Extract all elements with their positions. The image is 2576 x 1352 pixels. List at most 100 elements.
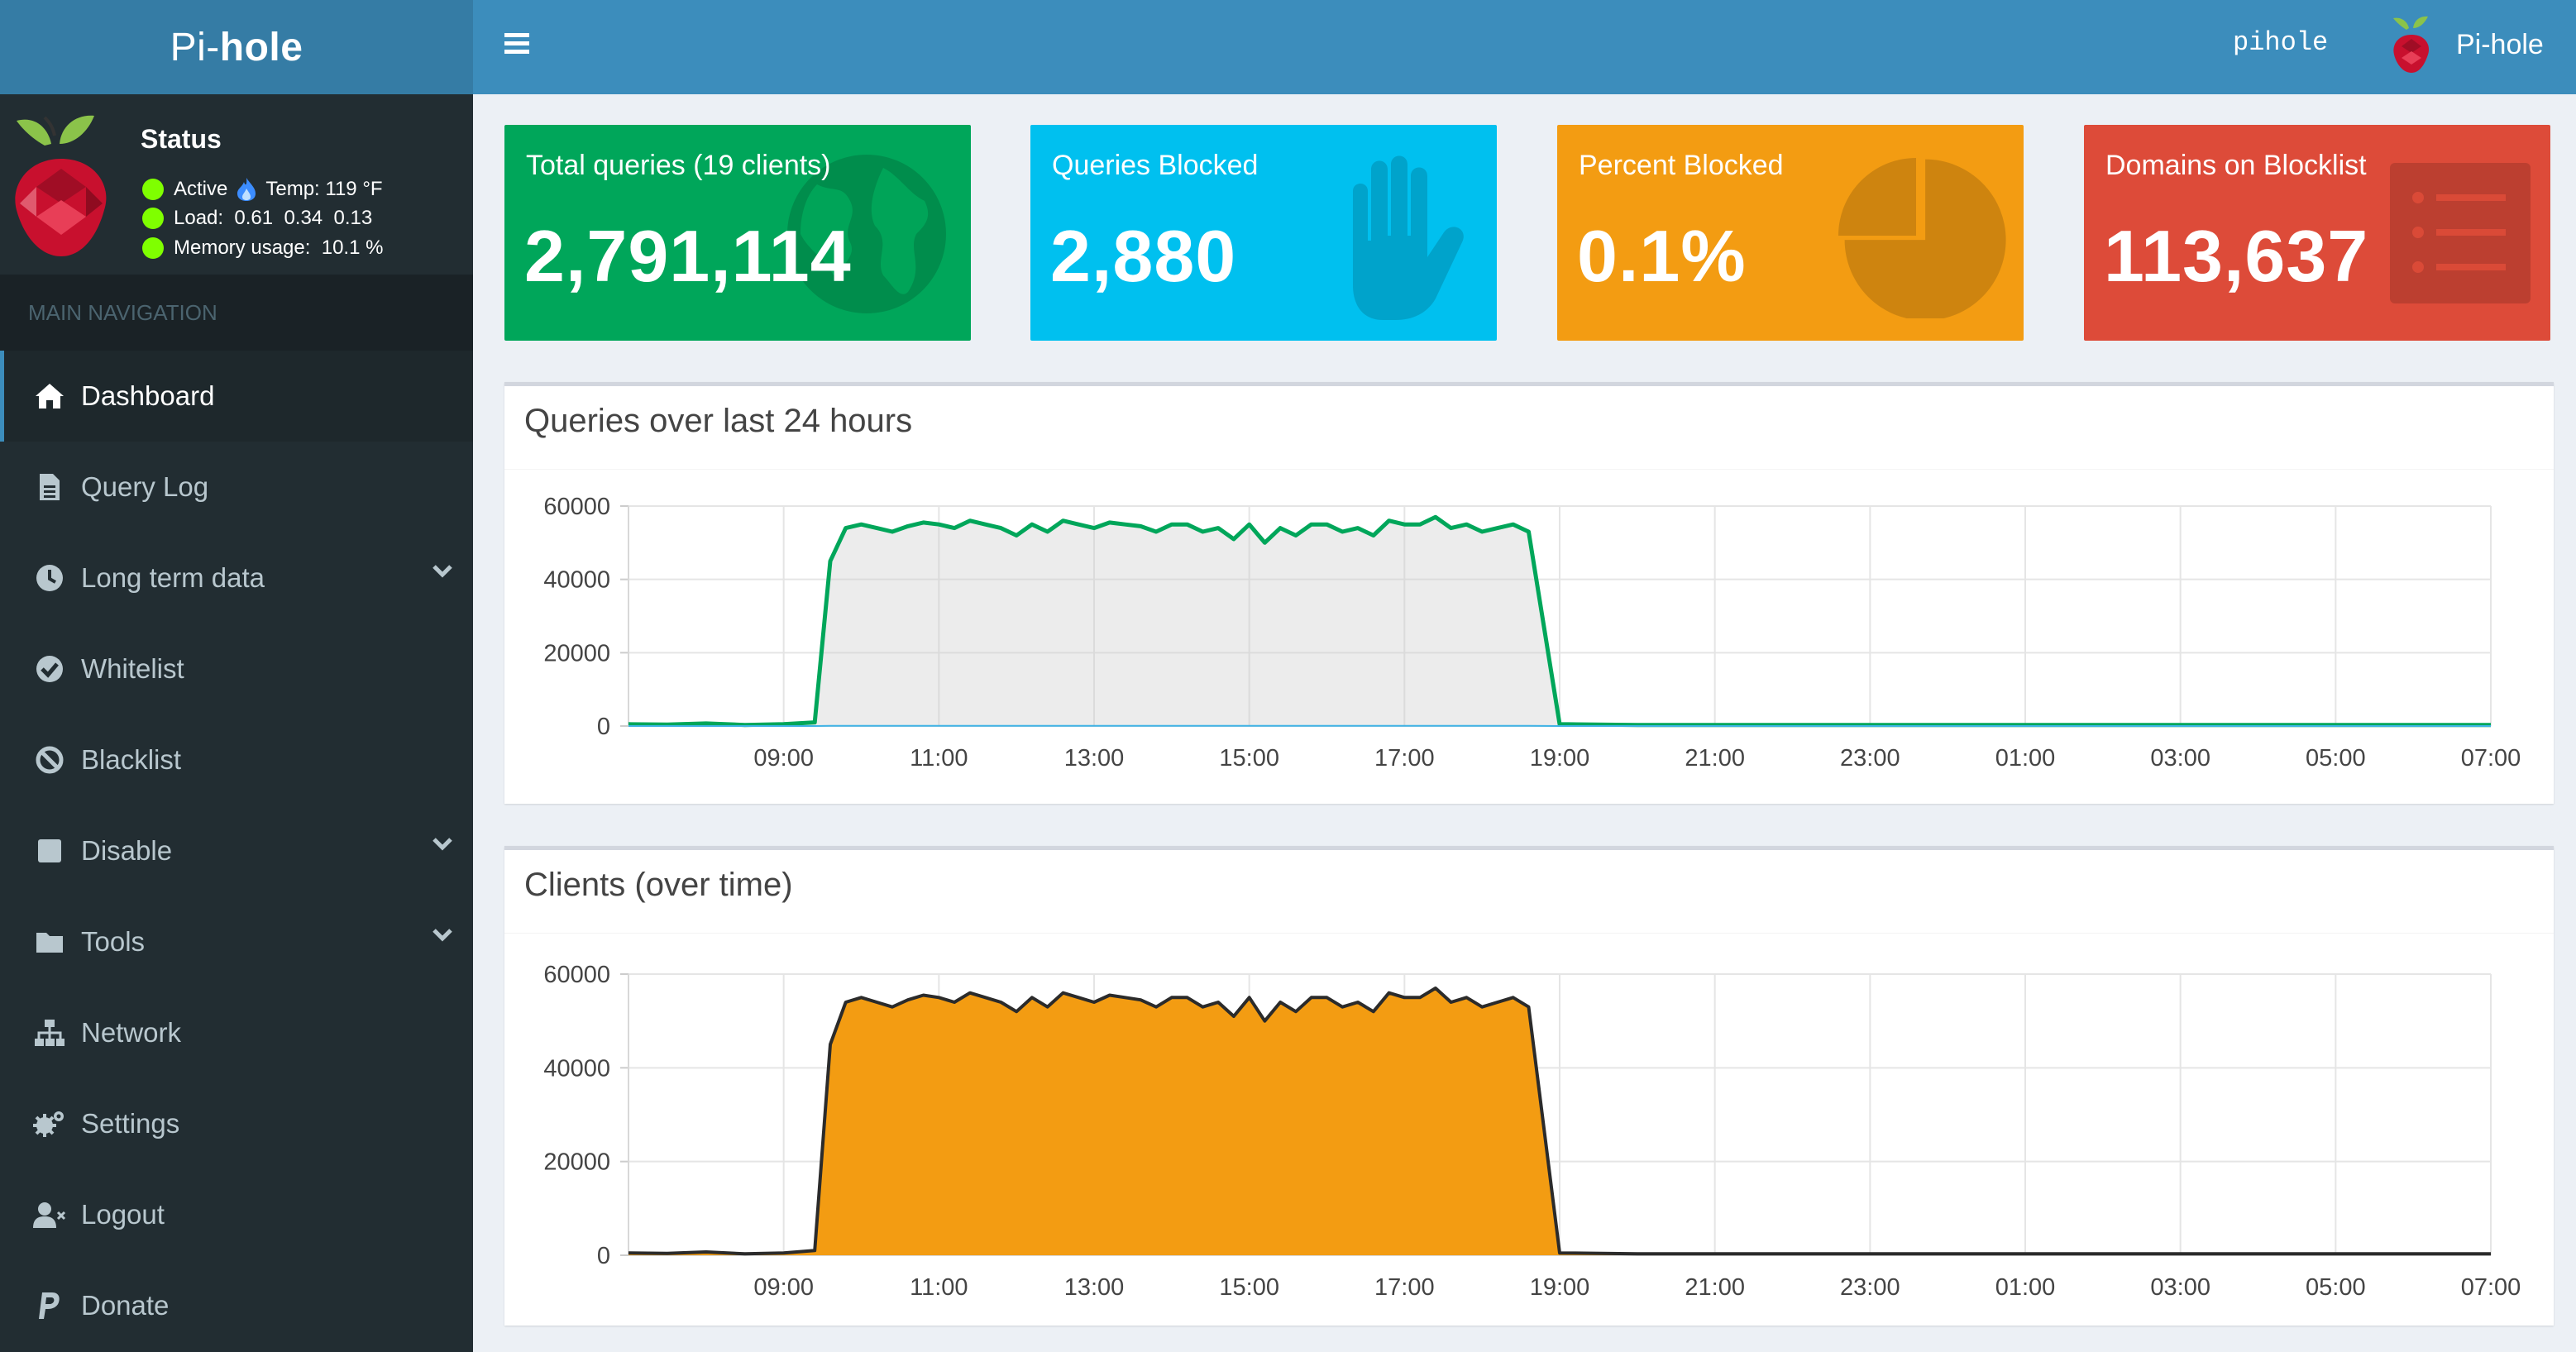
nav-label: Settings [81, 1108, 180, 1139]
clock-icon [33, 561, 66, 595]
hand-icon [1353, 155, 1464, 320]
x-tick-label: 19:00 [1530, 1274, 1590, 1301]
fire-icon [237, 178, 256, 201]
nav-whitelist[interactable]: Whitelist [0, 623, 473, 714]
status-panel: Status Active Temp: 119 °F Load: 0.61 0.… [0, 94, 473, 275]
cogs-icon [33, 1107, 66, 1140]
stat-domains-on-blocklist: Domains on Blocklist 113,637 [2084, 125, 2550, 341]
nav-logout[interactable]: Logout [0, 1169, 473, 1260]
paypal-icon [33, 1289, 66, 1322]
stat-total-queries: Total queries (19 clients) 2,791,114 [504, 125, 971, 341]
stat-value: 0.1% [1577, 215, 1747, 297]
stat-label: Total queries (19 clients) [526, 150, 831, 181]
status-active-row: Active Temp: 119 °F [142, 177, 383, 202]
chevron-down-icon [433, 565, 452, 578]
globe-icon [787, 155, 946, 313]
chart-title: Clients (over time) [524, 867, 793, 903]
nav-disable[interactable]: Disable [0, 805, 473, 896]
y-tick-label: 40000 [543, 1055, 610, 1082]
x-tick-label: 15:00 [1219, 745, 1279, 772]
chevron-down-icon [433, 838, 452, 851]
series-area [628, 988, 2491, 1255]
status-title: Status [141, 124, 222, 154]
x-tick-label: 19:00 [1530, 745, 1590, 772]
series-line [628, 987, 2491, 1256]
queries-over-time-chart[interactable]: 0 20000 40000 60000 09:00 11:00 13:00 15:00 17:0… [504, 386, 2554, 804]
x-tick-label: 07:00 [2461, 745, 2521, 772]
x-tick-label: 13:00 [1064, 745, 1125, 772]
memory-dot-icon [142, 237, 164, 259]
nav-query-log[interactable]: Query Log [0, 442, 473, 533]
nav-dashboard[interactable]: Dashboard [0, 351, 473, 442]
nav-settings[interactable]: Settings [0, 1078, 473, 1169]
y-tick-label: 60000 [543, 494, 610, 520]
y-tick-label: 60000 [543, 962, 610, 988]
chevron-down-icon [433, 929, 452, 942]
y-tick-label: 20000 [543, 640, 610, 666]
ban-icon [33, 743, 66, 776]
series-line [628, 514, 2491, 728]
x-tick-label: 09:00 [753, 1274, 814, 1301]
stat-percent-blocked: Percent Blocked 0.1% [1557, 125, 2024, 341]
stat-value: 113,637 [2104, 215, 2369, 297]
queries-over-time-box: Queries over last 24 hours 0 20000 40000 60… [504, 382, 2554, 804]
user-menu[interactable]: Pi-hole [2392, 15, 2544, 74]
chart-title: Queries over last 24 hours [524, 403, 913, 439]
x-tick-label: 05:00 [2306, 745, 2366, 772]
stat-label: Percent Blocked [1579, 150, 1784, 181]
sitemap-icon [33, 1016, 66, 1049]
nav-long-term-data[interactable]: Long term data [0, 533, 473, 623]
nav-label: Network [81, 1017, 182, 1048]
x-tick-label: 05:00 [2306, 1274, 2366, 1301]
list-icon [2390, 163, 2531, 303]
series-area [628, 517, 2491, 726]
pie-chart-icon [1838, 158, 2006, 318]
logo-text-bold: hole [219, 25, 303, 69]
y-tick-label: 0 [597, 714, 610, 740]
divider [504, 933, 2554, 934]
status-memory: Memory usage: 10.1 % [174, 236, 384, 259]
nav-label: Donate [81, 1290, 170, 1321]
nav-donate[interactable]: Donate [0, 1260, 473, 1351]
active-dot-icon [142, 179, 164, 200]
nav-network[interactable]: Network [0, 987, 473, 1078]
app-logo[interactable]: Pi-hole [0, 0, 473, 94]
x-tick-label: 07:00 [2461, 1274, 2521, 1301]
check-circle-icon [33, 652, 66, 686]
user-name: Pi-hole [2456, 28, 2544, 60]
file-icon [33, 471, 66, 504]
nav-label: Query Log [81, 471, 209, 502]
pihole-logo-icon [15, 115, 107, 256]
clients-over-time-box: Clients (over time) 0 20000 40000 60000 09:0… [504, 846, 2554, 1326]
stat-label: Domains on Blocklist [2105, 150, 2367, 181]
sidebar: Status Active Temp: 119 °F Load: 0.61 0.… [0, 94, 473, 1352]
x-tick-label: 01:00 [1995, 1274, 2056, 1301]
nav-blacklist[interactable]: Blacklist [0, 714, 473, 805]
x-tick-label: 11:00 [910, 745, 968, 772]
nav-label: Disable [81, 835, 173, 866]
x-tick-label: 21:00 [1685, 1274, 1745, 1301]
x-tick-label: 03:00 [2150, 1274, 2210, 1301]
clients-over-time-chart[interactable]: 0 20000 40000 60000 09:00 11:00 13:00 15:00 17:0… [504, 850, 2554, 1326]
pihole-user-icon [2393, 16, 2430, 73]
folder-icon [33, 925, 66, 958]
status-load: Load: 0.61 0.34 0.13 [174, 207, 373, 229]
x-tick-label: 17:00 [1374, 745, 1435, 772]
nav-label: Whitelist [81, 653, 184, 684]
nav-tools[interactable]: Tools [0, 896, 473, 987]
x-tick-label: 17:00 [1374, 1274, 1435, 1301]
y-tick-label: 40000 [543, 567, 610, 594]
hostname: pihole [2233, 27, 2329, 58]
x-tick-label: 15:00 [1219, 1274, 1279, 1301]
status-load-row: Load: 0.61 0.34 0.13 [142, 207, 372, 230]
user-times-icon [33, 1198, 66, 1231]
nav-label: Blacklist [81, 744, 182, 775]
x-tick-label: 03:00 [2150, 745, 2210, 772]
y-tick-label: 20000 [543, 1149, 610, 1176]
stat-queries-blocked: Queries Blocked 2,880 [1030, 125, 1497, 341]
stat-value: 2,880 [1050, 215, 1237, 297]
y-tick-label: 0 [597, 1243, 610, 1269]
status-memory-row: Memory usage: 10.1 % [142, 236, 383, 260]
main-navigation-header: MAIN NAVIGATION [0, 275, 473, 351]
hamburger-menu-icon[interactable] [503, 30, 531, 58]
